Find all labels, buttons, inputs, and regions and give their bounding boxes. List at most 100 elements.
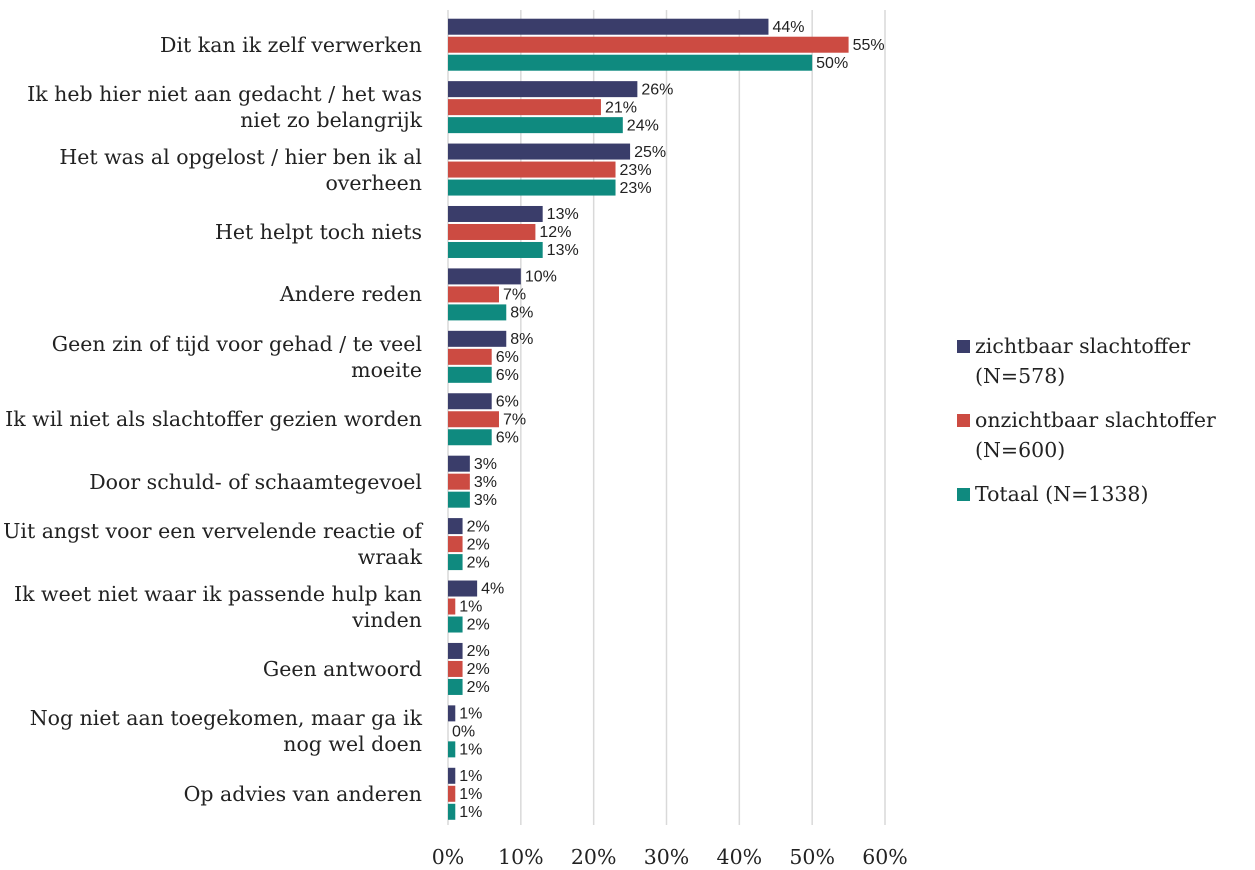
- bar: [448, 741, 456, 758]
- data-label: 2%: [467, 536, 490, 553]
- category-label: Ik weet niet waar ik passende hulp kan v…: [14, 581, 422, 632]
- category-label: Nog niet aan toegekomen, maar ga ik nog …: [29, 706, 422, 757]
- data-label: 55%: [853, 37, 885, 54]
- data-label: 21%: [605, 99, 637, 116]
- data-label: 50%: [816, 55, 848, 72]
- bar: [448, 179, 616, 196]
- data-label: 1%: [459, 768, 482, 785]
- x-tick-label: 0%: [431, 845, 465, 869]
- data-label: 1%: [459, 742, 482, 759]
- data-label: 2%: [467, 554, 490, 571]
- bar: [448, 99, 601, 116]
- x-tick-label: 20%: [570, 845, 617, 869]
- data-label: 13%: [547, 206, 579, 223]
- bar: [448, 286, 499, 303]
- bar: [448, 241, 543, 258]
- data-label: 24%: [627, 117, 659, 134]
- data-label: 2%: [467, 643, 490, 660]
- bar: [448, 36, 849, 53]
- bar: [448, 803, 456, 820]
- bar: [448, 455, 470, 472]
- data-label: 6%: [496, 429, 519, 446]
- x-tick-label: 50%: [789, 845, 835, 869]
- category-label: Door schuld- of schaamtegevoel: [89, 469, 422, 494]
- category-label: Dit kan ik zelf verwerken: [160, 32, 422, 57]
- bar: [448, 616, 463, 633]
- data-label: 44%: [772, 19, 804, 36]
- data-label: 3%: [474, 492, 497, 509]
- data-label: 1%: [459, 706, 482, 723]
- data-label: 2%: [467, 679, 490, 696]
- bar: [448, 117, 623, 134]
- bar: [448, 660, 463, 677]
- category-label: Ik heb hier niet aan gedacht / het was n…: [27, 82, 422, 133]
- data-label: 1%: [459, 804, 482, 821]
- x-tick-label: 30%: [643, 845, 690, 869]
- bar: [448, 366, 492, 383]
- data-label: 3%: [474, 474, 497, 491]
- data-label: 23%: [620, 162, 652, 179]
- legend-entry: zichtbaar slachtoffer (N=578): [957, 331, 1255, 391]
- bar: [448, 705, 456, 722]
- data-label: 2%: [467, 518, 490, 535]
- x-tick-label: 40%: [716, 845, 763, 869]
- category-label: Op advies van anderen: [183, 781, 422, 806]
- bar: [448, 429, 492, 446]
- data-label: 8%: [510, 305, 533, 322]
- bar: [448, 143, 631, 160]
- bar: [448, 161, 616, 178]
- x-tick-label: 60%: [862, 845, 908, 869]
- category-label: Geen antwoord: [262, 656, 422, 681]
- legend-swatch: [957, 414, 970, 427]
- bar: [448, 268, 521, 285]
- data-label: 12%: [539, 224, 571, 241]
- category-label: Ik wil niet als slachtoffer gezien worde…: [5, 407, 422, 432]
- bar: [448, 81, 638, 98]
- bar: [448, 518, 463, 535]
- bar: [448, 491, 470, 508]
- data-label: 10%: [525, 269, 557, 286]
- legend-entry: onzichtbaar slachtoffer (N=600): [957, 405, 1255, 465]
- data-label: 4%: [481, 581, 504, 598]
- bar: [448, 554, 463, 571]
- bar: [448, 536, 463, 553]
- bar: [448, 330, 507, 347]
- bar: [448, 205, 543, 222]
- data-label: 25%: [634, 144, 666, 161]
- bar: [448, 580, 478, 597]
- bar: [448, 678, 463, 695]
- legend-swatch: [957, 340, 970, 353]
- bar: [448, 54, 813, 71]
- data-label: 6%: [496, 367, 519, 384]
- category-label: Andere reden: [279, 282, 422, 307]
- category-label: Het was al opgelost / hier ben ik al ove…: [59, 144, 422, 195]
- bar: [448, 304, 507, 321]
- bar: [448, 223, 536, 240]
- data-label: 1%: [459, 599, 482, 616]
- x-tick-label: 10%: [498, 845, 544, 869]
- data-label: 8%: [510, 331, 533, 348]
- data-label: 13%: [547, 242, 579, 259]
- data-label: 26%: [641, 81, 673, 98]
- category-label: Geen zin of tijd voor gehad / te veel mo…: [51, 331, 422, 382]
- bar: [448, 393, 492, 410]
- bar: [448, 411, 499, 428]
- bar: [448, 473, 470, 490]
- data-label: 6%: [496, 349, 519, 366]
- legend-swatch: [957, 488, 970, 501]
- data-label: 6%: [496, 393, 519, 410]
- category-label: Uit angst voor een vervelende reactie of…: [3, 519, 422, 570]
- bar: [448, 785, 456, 802]
- bar: [448, 642, 463, 659]
- data-label: 1%: [459, 786, 482, 803]
- data-label: 0%: [452, 724, 475, 741]
- data-label: 2%: [467, 661, 490, 678]
- data-label: 23%: [620, 180, 652, 197]
- data-label: 2%: [467, 617, 490, 634]
- data-label: 7%: [503, 287, 526, 304]
- bar: [448, 18, 769, 35]
- bar: [448, 767, 456, 784]
- legend-entry: Totaal (N=1338): [957, 479, 1255, 509]
